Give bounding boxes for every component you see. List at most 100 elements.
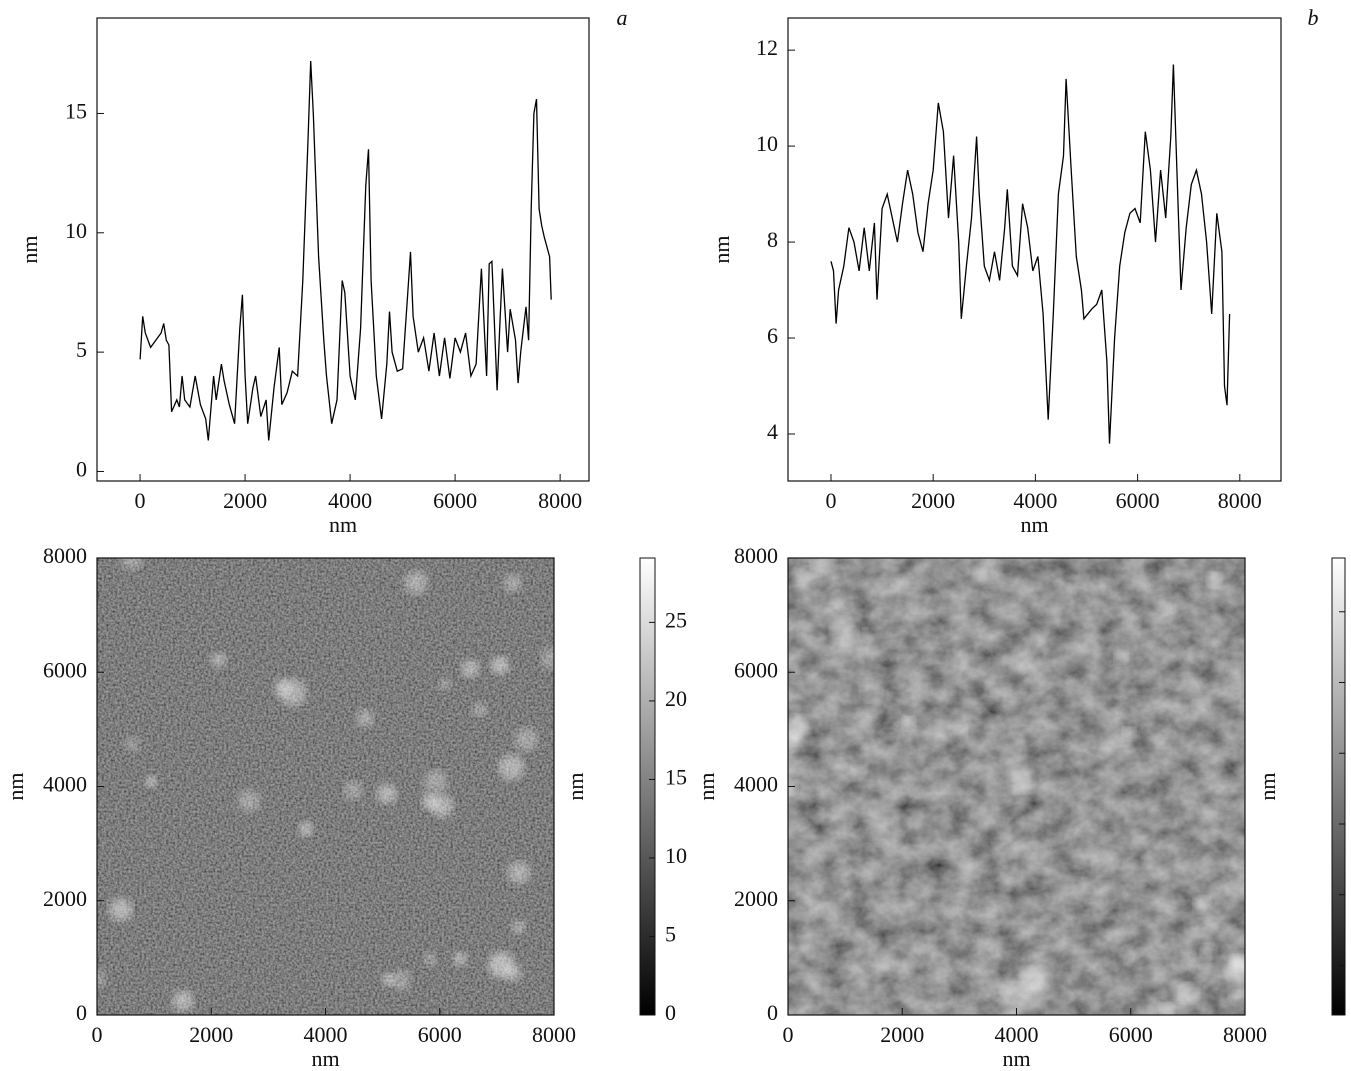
surface-feature: [1093, 851, 1117, 876]
surface-feature: [211, 652, 227, 668]
surface-feature: [902, 717, 916, 731]
y-tick-label: 15: [65, 99, 87, 124]
y-tick-label: 2000: [43, 886, 87, 911]
surface-feature: [1170, 981, 1189, 999]
x-tick-label: 6000: [1109, 1022, 1153, 1047]
surface-feature: [109, 898, 133, 922]
surface-feature: [145, 775, 158, 788]
x-axis-label: nm: [1020, 512, 1048, 537]
profile-line: [830, 64, 1231, 444]
colorbar-label: nm: [563, 772, 588, 800]
y-axis-label: nm: [17, 235, 42, 263]
y-tick-label: 4000: [43, 772, 87, 797]
surface-feature: [356, 709, 374, 727]
y-axis-label: nm: [709, 235, 734, 263]
surface-feature: [488, 951, 515, 979]
surface-feature: [793, 566, 815, 588]
surface-feature: [1142, 852, 1155, 865]
x-tick-label: 2000: [223, 488, 267, 513]
surface-feature: [1011, 647, 1038, 673]
y-tick-label: 8000: [43, 543, 87, 568]
colorbar-tick-label: 5: [665, 922, 676, 947]
surface-feature: [172, 990, 194, 1012]
surface-feature: [438, 677, 451, 690]
x-tick-label: 4000: [304, 1022, 348, 1047]
surface-feature: [491, 656, 510, 675]
x-axis-label: nm: [311, 1046, 339, 1071]
panel-letter: a: [617, 5, 628, 30]
surface-feature: [811, 558, 836, 576]
panel-letter: b: [1308, 5, 1319, 30]
surface-feature: [955, 726, 968, 739]
surface-feature: [891, 575, 908, 592]
surface-features: [97, 558, 554, 1012]
surface-feature: [861, 813, 887, 839]
y-tick-label: 6000: [734, 657, 778, 682]
y-tick-label: 5: [76, 337, 87, 362]
surface-features: [788, 558, 1245, 1015]
surface-feature: [1160, 1002, 1175, 1015]
x-tick-label: 6000: [418, 1022, 462, 1047]
y-tick-label: 10: [756, 131, 778, 156]
x-tick-label: 2000: [880, 1022, 924, 1047]
surface-feature: [1001, 983, 1029, 1012]
y-tick-label: 0: [76, 1000, 87, 1025]
y-tick-label: 12: [756, 35, 778, 60]
x-tick-label: 0: [783, 1022, 794, 1047]
surface-feature: [514, 727, 539, 751]
y-tick-label: 10: [65, 218, 87, 243]
plot-frame: [96, 17, 590, 482]
x-tick-label: 6000: [433, 488, 477, 513]
surface-feature: [453, 952, 468, 966]
x-tick-label: 4000: [328, 488, 372, 513]
surface-feature: [1230, 952, 1245, 971]
colorbar-tick-label: 10: [665, 843, 687, 868]
y-tick-label: 6: [767, 323, 778, 348]
surface-feature: [860, 680, 882, 702]
surface-feature: [511, 920, 526, 934]
x-tick-label: 0: [92, 1022, 103, 1047]
x-tick-label: 0: [825, 488, 836, 513]
y-tick-label: 2000: [734, 886, 778, 911]
x-tick-label: 2000: [189, 1022, 233, 1047]
surface-feature: [1200, 943, 1217, 960]
surface-feature: [851, 766, 866, 781]
colorbar-tick-label: 20: [665, 686, 687, 711]
colorbar: [639, 557, 656, 1016]
x-axis-label: nm: [329, 512, 357, 537]
surface-feature: [498, 754, 525, 781]
x-tick-label: 4000: [995, 1022, 1039, 1047]
surface-feature: [1114, 650, 1128, 664]
height-map: [97, 558, 554, 1015]
x-axis-label: nm: [1002, 1046, 1030, 1071]
surface-feature: [1192, 697, 1210, 714]
surface-feature: [424, 770, 448, 794]
surface-feature: [503, 574, 522, 593]
colorbar-tick-label: 0: [665, 1000, 676, 1025]
surface-feature: [873, 955, 894, 975]
surface-feature: [830, 618, 858, 645]
surface-feature: [273, 678, 292, 697]
colorbar-label: nm: [1255, 772, 1280, 800]
colorbar-tick-label: 25: [665, 607, 687, 632]
surface-feature: [120, 558, 143, 570]
surface-feature: [472, 702, 487, 718]
y-axis-label: nm: [694, 772, 719, 800]
x-tick-label: 2000: [911, 488, 955, 513]
surface-feature: [1008, 767, 1034, 793]
y-tick-label: 0: [76, 457, 87, 482]
x-tick-label: 0: [135, 488, 146, 513]
surface-feature: [97, 970, 106, 988]
surface-feature: [298, 821, 314, 837]
surface-feature: [376, 783, 397, 804]
surface-feature: [974, 560, 1001, 587]
y-tick-label: 6000: [43, 657, 87, 682]
surface-feature: [1020, 967, 1047, 994]
surface-feature: [343, 781, 363, 800]
y-tick-label: 8000: [734, 543, 778, 568]
surface-feature: [430, 794, 454, 818]
y-tick-label: 0: [767, 1000, 778, 1025]
colorbar: [1331, 557, 1346, 1016]
colorbar-tick-label: 15: [665, 764, 687, 789]
surface-feature: [404, 571, 428, 595]
